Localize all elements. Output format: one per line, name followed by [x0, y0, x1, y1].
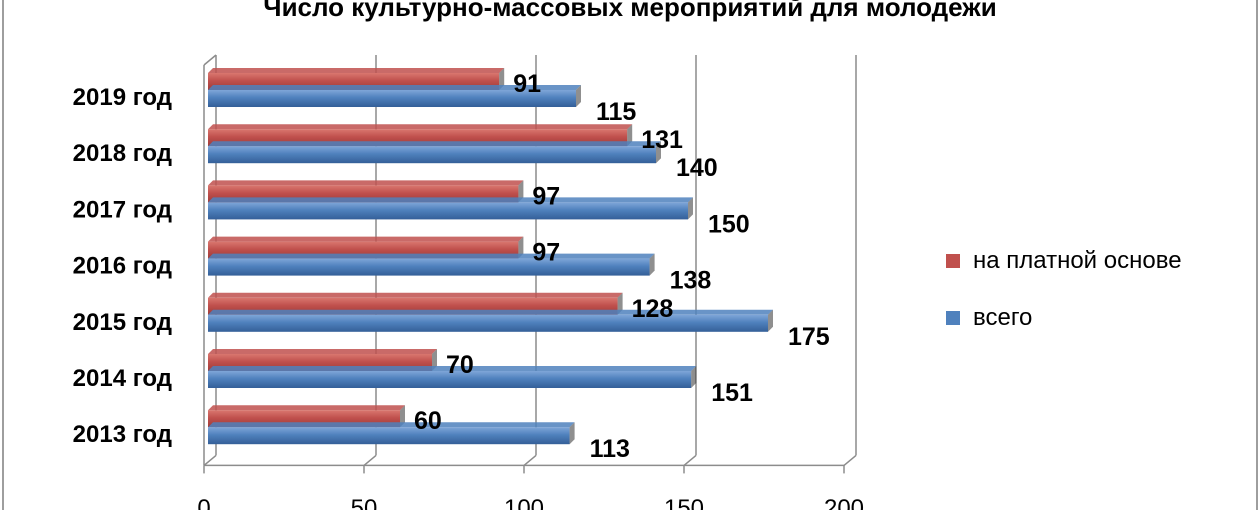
category-label: 2013 год — [73, 421, 172, 448]
chart-title-group: Число культурно-массовых мероприятий для… — [263, 0, 996, 22]
category-labels: 2019 год 2018 год 2017 год 2016 год 2015 год… — [73, 84, 172, 448]
category-label: 2019 год — [73, 84, 172, 111]
bar-total-front — [208, 371, 692, 388]
bar-total-front — [208, 258, 650, 276]
category-label: 2017 год — [73, 196, 172, 223]
bar-total — [208, 309, 773, 332]
x-tick-label: 50 — [351, 495, 378, 510]
x-tick-label: 0 — [197, 495, 210, 510]
data-label-total: 151 — [711, 379, 753, 407]
bar-total-top — [208, 366, 697, 371]
bar-total-end — [569, 422, 575, 445]
bar-paid-end — [432, 349, 437, 371]
bar-paid-top — [208, 180, 524, 186]
category-label: 2014 год — [73, 365, 172, 392]
data-label-paid: 97 — [532, 239, 560, 267]
bar-total-front — [208, 146, 656, 164]
legend: на платной основе всего — [946, 247, 1182, 331]
data-label-paid: 128 — [632, 295, 674, 323]
bar-total — [208, 141, 661, 164]
bar-total-end — [768, 309, 773, 332]
bar-paid-top — [208, 405, 405, 411]
bar-total-front — [208, 427, 570, 445]
bar-paid-end — [518, 180, 524, 203]
bar-total — [208, 422, 575, 445]
data-label-paid: 70 — [446, 351, 474, 379]
gridline-floor-diagonal — [523, 454, 537, 466]
category-label: 2018 год — [73, 140, 172, 167]
bar-paid-end — [499, 68, 505, 90]
data-label-paid: 60 — [414, 407, 442, 435]
gridline-floor-diagonal — [843, 454, 857, 466]
x-tick-label: 200 — [824, 495, 864, 510]
data-label-paid: 131 — [641, 126, 683, 154]
data-label-total: 115 — [596, 98, 636, 126]
bar-paid-end — [518, 236, 524, 259]
data-label-total: 140 — [676, 154, 718, 182]
bar-total-top — [208, 309, 773, 315]
bar-paid-end — [617, 292, 623, 315]
category-label: 2015 год — [73, 309, 172, 336]
bar-total — [208, 85, 581, 107]
bar-total-top — [208, 253, 655, 259]
bar-total-end — [688, 197, 693, 220]
x-tick-label: 150 — [664, 495, 704, 510]
bar-total-top — [208, 85, 581, 90]
bar-paid-end — [627, 124, 633, 147]
bar-total-end — [576, 85, 581, 107]
gridline-floor-diagonal — [363, 454, 377, 466]
bar-total — [208, 366, 697, 388]
bar-total-top — [208, 422, 575, 428]
bar-total-front — [208, 202, 688, 220]
x-axis-ticks: 0 50 100 150 200 — [197, 495, 864, 510]
x-tick-label: 100 — [504, 495, 544, 510]
data-label-paid: 91 — [513, 70, 541, 98]
data-label-total: 138 — [670, 267, 712, 295]
data-label-paid: 97 — [532, 182, 560, 210]
legend-label: на платной основе — [973, 247, 1182, 274]
data-label-total: 113 — [590, 435, 630, 463]
category-label: 2016 год — [73, 253, 172, 280]
legend-swatch — [946, 254, 960, 268]
legend-label: всего — [973, 304, 1032, 331]
data-label-total: 175 — [788, 323, 830, 351]
chart-title: Число культурно-массовых мероприятий для… — [263, 0, 996, 22]
bar-paid-top — [208, 68, 505, 73]
bar-total — [208, 197, 693, 220]
bar-paid-end — [400, 405, 405, 428]
gridline-floor-diagonal — [203, 454, 217, 466]
bar-total-front — [208, 90, 576, 107]
legend-swatch — [946, 311, 960, 325]
bar-total — [208, 253, 655, 276]
bar-total-end — [691, 366, 697, 388]
bar-paid-top — [208, 349, 437, 354]
bar-total-end — [656, 141, 661, 164]
bar-total-top — [208, 141, 661, 147]
bar-paid-top — [208, 124, 633, 130]
gridline-floor-diagonal — [683, 454, 697, 466]
bar-paid-top — [208, 292, 623, 298]
bar-paid-top — [208, 236, 524, 242]
data-label-total: 150 — [708, 210, 750, 238]
left-wall-top-edge — [203, 54, 217, 66]
bar-total-end — [649, 253, 655, 276]
bar-total-front — [208, 314, 768, 332]
bar-total-top — [208, 197, 693, 203]
